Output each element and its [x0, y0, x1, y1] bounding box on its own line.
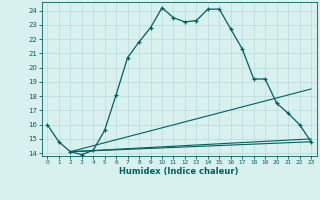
X-axis label: Humidex (Indice chaleur): Humidex (Indice chaleur) [119, 167, 239, 176]
